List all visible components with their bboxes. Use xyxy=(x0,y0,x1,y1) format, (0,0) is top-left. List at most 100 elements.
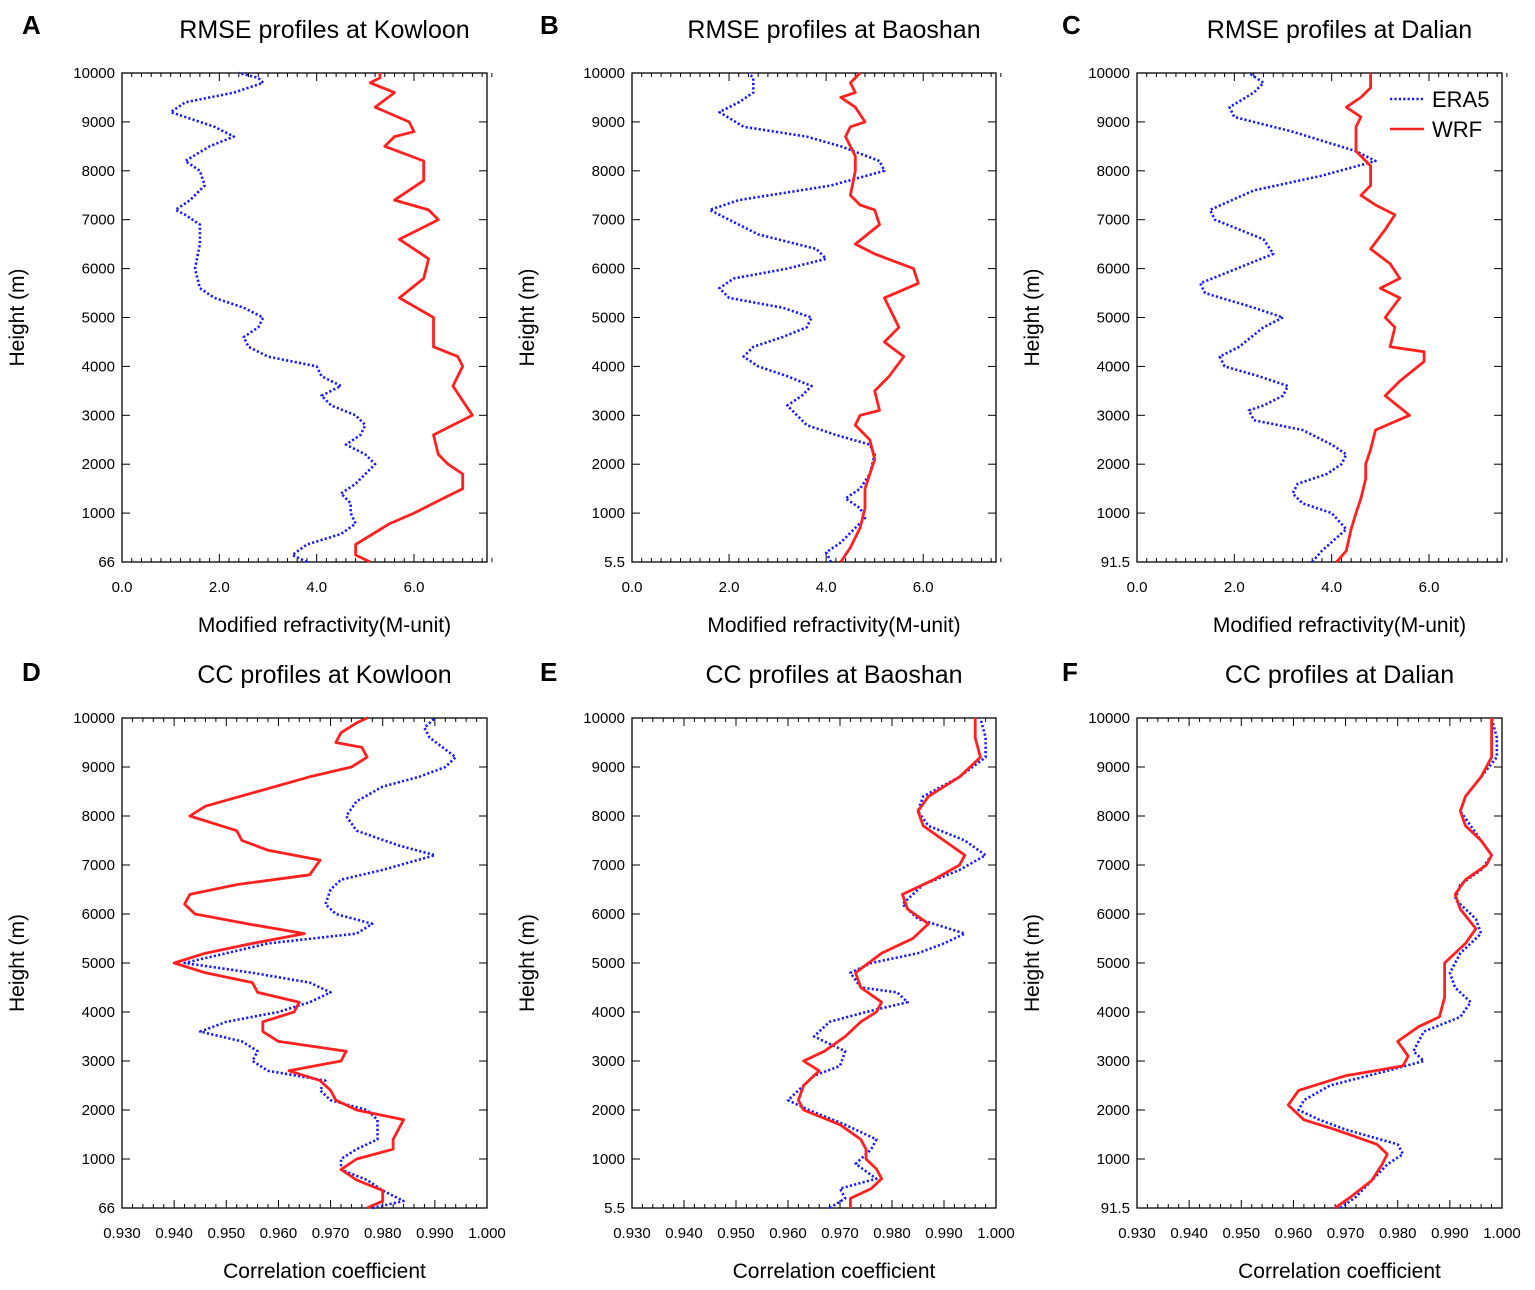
panel-a-xtick-label: 6.0 xyxy=(404,579,425,596)
panel-d-xtick-label: 0.940 xyxy=(155,1225,193,1242)
panel-b-xtick-label: 4.0 xyxy=(816,579,837,596)
panel-f-ytick-label: 7000 xyxy=(1097,857,1130,874)
panel-d-xtick-label: 1.000 xyxy=(468,1225,506,1242)
panel-a-letter: A xyxy=(22,10,41,40)
panel-e-xtick-label: 0.980 xyxy=(873,1225,911,1242)
panel-e-xtick-label: 0.940 xyxy=(665,1225,703,1242)
panel-e-ytick-label: 7000 xyxy=(592,857,625,874)
panel-b-title: RMSE profiles at Baoshan xyxy=(687,16,980,44)
panel-e-ytick-label: 5000 xyxy=(592,955,625,972)
panel-b-ytick-label: 8000 xyxy=(592,163,625,180)
panel-d-series-era5-line xyxy=(183,717,457,1210)
panel-d-ytick-label: 2000 xyxy=(82,1102,115,1119)
panel-f-letter: F xyxy=(1062,657,1078,687)
panel-b-ytick-label: 6000 xyxy=(592,261,625,278)
panel-e-xlabel: Correlation coefficient xyxy=(733,1260,936,1283)
panel-e-title: CC profiles at Baoshan xyxy=(705,661,962,689)
panel-d-title: CC profiles at Kowloon xyxy=(197,661,451,689)
panel-c-ytick-label: 7000 xyxy=(1097,212,1130,229)
panel-a-ytick-label: 10000 xyxy=(73,65,115,82)
panel-b-ytick-label: 3000 xyxy=(592,407,625,424)
panel-a-series-wrf-line xyxy=(354,73,474,564)
panel-c-ytick-label: 1000 xyxy=(1097,505,1130,522)
panel-c-ytick-label: 10000 xyxy=(1088,65,1130,82)
panel-a-xtick-label: 2.0 xyxy=(209,579,230,596)
panel-c-ylabel: Height (m) xyxy=(1021,268,1044,366)
panel-a-series-era5-line xyxy=(169,71,377,564)
panel-b-ytick-label: 5000 xyxy=(592,310,625,327)
panel-a-ytick-label: 9000 xyxy=(82,114,115,131)
panel-f-xtick-label: 0.990 xyxy=(1431,1225,1469,1242)
panel-b-letter: B xyxy=(540,10,559,40)
panel-e-ytick-label: 6000 xyxy=(592,906,625,923)
panel-f-ytick-label: 4000 xyxy=(1097,1004,1130,1021)
panel-e-ytick-label: 4000 xyxy=(592,1004,625,1021)
panel-c-xtick-label: 4.0 xyxy=(1321,579,1342,596)
panel-e-ytick-label: 2000 xyxy=(592,1102,625,1119)
panel-e-ytick-label: 10000 xyxy=(583,710,625,727)
panel-a-ytick-label: 4000 xyxy=(82,358,115,375)
panel-a-xtick-label: 0.0 xyxy=(112,579,133,596)
panel-b-series-era5-line xyxy=(708,72,886,563)
panel-f-series-era5-line xyxy=(1297,717,1499,1210)
panel-c-series-era5-line xyxy=(1199,71,1377,563)
panel-c-ytick-label: 8000 xyxy=(1097,163,1130,180)
panel-e-xtick-label: 0.930 xyxy=(613,1225,651,1242)
panel-d-letter: D xyxy=(22,657,41,687)
panel-c-ytick-label: 5000 xyxy=(1097,310,1130,327)
panel-a-xtick-label: 4.0 xyxy=(306,579,327,596)
panel-c-xtick-label: 2.0 xyxy=(1224,579,1245,596)
panel-d-ytick-label: 1000 xyxy=(82,1151,115,1168)
panel-a-ytick-label: 1000 xyxy=(82,505,115,522)
panel-c-plot-frame xyxy=(1136,72,1503,563)
panel-d-ytick-label: 5000 xyxy=(82,955,115,972)
panel-e-ytick-label: 8000 xyxy=(592,808,625,825)
panel-e-letter: E xyxy=(540,657,557,687)
panel-d-xtick-label: 0.930 xyxy=(103,1225,141,1242)
panel-e-ytick-label: 9000 xyxy=(592,759,625,776)
panel-b-ytick-label: 4000 xyxy=(592,358,625,375)
panel-b-ytick-label: 5.5 xyxy=(604,554,625,571)
panel-f-xtick-label: 0.970 xyxy=(1327,1225,1365,1242)
panel-c-ytick-label: 6000 xyxy=(1097,261,1130,278)
panel-c-xtick-label: 6.0 xyxy=(1419,579,1440,596)
legend-label-era5: ERA5 xyxy=(1432,87,1489,112)
panel-f-ytick-label: 91.5 xyxy=(1101,1200,1130,1217)
panel-b-xlabel: Modified refractivity(M-unit) xyxy=(707,614,960,637)
panel-d-xtick-label: 0.990 xyxy=(416,1225,454,1242)
panel-e-ylabel: Height (m) xyxy=(516,914,539,1012)
panel-d-xlabel: Correlation coefficient xyxy=(223,1260,426,1283)
panel-b-ytick-label: 7000 xyxy=(592,212,625,229)
panel-d-ytick-label: 7000 xyxy=(82,857,115,874)
panel-e-ytick-label: 1000 xyxy=(592,1151,625,1168)
panel-b-ytick-label: 1000 xyxy=(592,505,625,522)
panel-a-title: RMSE profiles at Kowloon xyxy=(179,16,469,44)
panel-a-xlabel: Modified refractivity(M-unit) xyxy=(198,614,451,637)
panel-a-ytick-label: 3000 xyxy=(82,407,115,424)
panel-f-ytick-label: 8000 xyxy=(1097,808,1130,825)
panel-e-xtick-label: 0.960 xyxy=(769,1225,807,1242)
panel-c-ytick-label: 9000 xyxy=(1097,114,1130,131)
panel-d-ytick-label: 6000 xyxy=(82,906,115,923)
panel-a-ytick-label: 7000 xyxy=(82,212,115,229)
panel-c-series-wrf-line xyxy=(1335,73,1426,563)
panel-f-xtick-label: 0.940 xyxy=(1170,1225,1208,1242)
panel-e-series-era5-line xyxy=(786,717,987,1210)
panel-d-series-wrf-line xyxy=(172,716,405,1210)
panel-f-xtick-label: 0.930 xyxy=(1118,1225,1156,1242)
panel-b-ytick-label: 2000 xyxy=(592,456,625,473)
panel-d-xtick-label: 0.980 xyxy=(364,1225,402,1242)
panel-b-xtick-label: 0.0 xyxy=(622,579,643,596)
panel-d-xtick-label: 0.970 xyxy=(312,1225,350,1242)
panel-f-series-wrf-line xyxy=(1286,718,1493,1210)
panel-b-xtick-label: 2.0 xyxy=(719,579,740,596)
panel-f-ytick-label: 1000 xyxy=(1097,1151,1130,1168)
panel-a-ytick-label: 6000 xyxy=(82,261,115,278)
panel-c-ytick-label: 4000 xyxy=(1097,358,1130,375)
panel-b-ytick-label: 10000 xyxy=(583,65,625,82)
panel-e-xtick-label: 0.990 xyxy=(925,1225,963,1242)
panel-b-plot-frame xyxy=(631,72,997,563)
panel-a-ytick-label: 2000 xyxy=(82,456,115,473)
panel-b-xtick-label: 6.0 xyxy=(913,579,934,596)
